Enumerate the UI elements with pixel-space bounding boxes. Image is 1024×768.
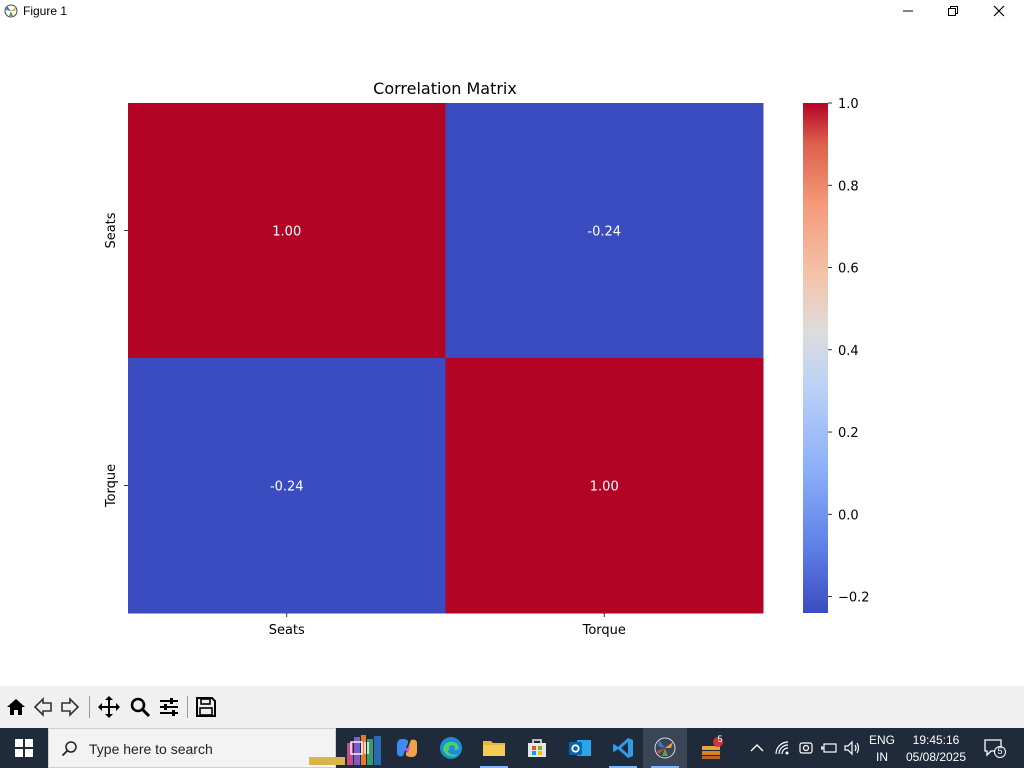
stack-app-badge: 5	[717, 734, 723, 744]
back-arrow-icon[interactable]	[31, 695, 55, 719]
close-button[interactable]	[976, 0, 1022, 22]
toolbar-separator	[89, 696, 90, 718]
save-floppy-icon[interactable]	[194, 695, 218, 719]
y-tick-label: Torque	[104, 464, 119, 508]
notification-count: 5	[997, 746, 1003, 756]
show-hidden-icons-chevron-icon[interactable]	[748, 739, 766, 757]
language-indicator-bottom[interactable]: IN	[876, 750, 888, 764]
network-signal-icon[interactable]	[773, 739, 791, 757]
colorbar-tick-label: 0.0	[838, 508, 859, 523]
colorbar-tick-label: 0.2	[838, 426, 859, 441]
colorbar-tick-label: −0.2	[838, 591, 870, 606]
books-highlight-icon	[309, 735, 381, 765]
colorbar-tick-label: 1.0	[838, 97, 859, 112]
heatmap-cell	[128, 103, 446, 359]
windows-taskbar: Type here to search 5	[0, 728, 1024, 768]
outlook-icon[interactable]	[558, 728, 602, 768]
vscode-icon[interactable]	[601, 728, 645, 768]
configure-subplots-icon[interactable]	[157, 695, 181, 719]
taskbar-search-box[interactable]: Type here to search	[48, 728, 381, 768]
home-icon[interactable]	[4, 695, 28, 719]
pan-move-icon[interactable]	[97, 695, 121, 719]
heatmap-cell	[445, 358, 764, 614]
search-icon	[61, 741, 77, 757]
minimize-button[interactable]	[885, 0, 931, 22]
microsoft-store-icon[interactable]	[515, 728, 559, 768]
x-tick-label: Torque	[582, 623, 626, 638]
stack-app-icon[interactable]: 5	[690, 728, 734, 768]
cell-annotation: -0.24	[587, 225, 621, 240]
notification-center-icon[interactable]: 5	[983, 739, 1007, 758]
colorbar-tick-label: 0.8	[838, 179, 859, 194]
cell-annotation: -0.24	[270, 480, 304, 495]
meet-camera-icon[interactable]	[797, 739, 815, 757]
y-tick-label: Seats	[104, 212, 119, 248]
windows-logo-icon	[15, 739, 33, 757]
cell-annotation: 1.00	[590, 480, 619, 495]
figure-canvas: Correlation Matrix 1.00 -0.24 -0.24 1.00 Se…	[0, 24, 1024, 686]
forward-arrow-icon[interactable]	[58, 695, 82, 719]
python-figure-icon[interactable]	[643, 728, 687, 768]
heatmap-cell	[128, 358, 446, 614]
x-tick-label: Seats	[269, 623, 305, 638]
language-indicator-top[interactable]: ENG	[868, 733, 895, 747]
battery-plug-icon[interactable]	[820, 739, 838, 757]
chart-title: Correlation Matrix	[373, 79, 517, 98]
window-title: Figure 1	[23, 4, 68, 18]
heatmap-chart: Correlation Matrix 1.00 -0.24 -0.24 1.00 Se…	[104, 79, 870, 638]
copilot-icon[interactable]	[385, 728, 429, 768]
volume-speaker-icon[interactable]	[843, 739, 861, 757]
edge-browser-icon[interactable]	[429, 728, 473, 768]
colorbar-tick-label: 0.4	[838, 344, 859, 359]
clock-date[interactable]: 05/08/2025	[905, 750, 967, 764]
colorbar-tick-label: 0.6	[838, 262, 859, 277]
task-view-icon[interactable]	[338, 728, 382, 768]
window-titlebar: Figure 1	[0, 0, 1024, 24]
heatmap-cell	[445, 103, 764, 359]
restore-button[interactable]	[930, 0, 976, 22]
cell-annotation: 1.00	[272, 225, 301, 240]
start-button[interactable]	[0, 728, 48, 768]
colorbar	[803, 103, 828, 613]
search-placeholder: Type here to search	[89, 741, 213, 757]
file-explorer-icon[interactable]	[472, 728, 516, 768]
zoom-magnifier-icon[interactable]	[128, 695, 152, 719]
toolbar-separator	[187, 696, 188, 718]
matplotlib-app-icon	[3, 3, 19, 19]
clock-time[interactable]: 19:45:16	[912, 733, 960, 747]
matplotlib-toolbar	[0, 686, 1024, 728]
